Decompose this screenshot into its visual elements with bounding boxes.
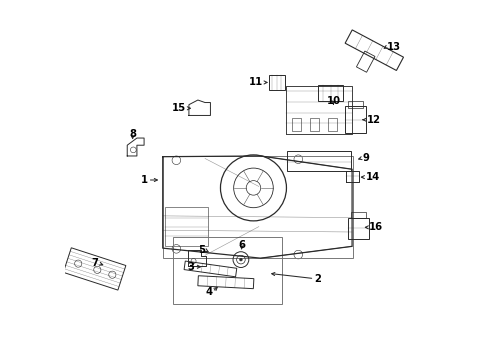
Text: 12: 12 xyxy=(366,115,380,125)
Bar xyxy=(309,118,318,131)
Bar xyxy=(292,118,300,131)
Text: 8: 8 xyxy=(129,129,136,139)
Text: 5: 5 xyxy=(198,245,204,255)
Bar xyxy=(347,102,363,108)
Text: 9: 9 xyxy=(362,153,369,163)
Bar xyxy=(63,248,125,290)
Text: 16: 16 xyxy=(368,222,383,232)
Text: 11: 11 xyxy=(248,77,263,87)
Bar xyxy=(164,207,207,246)
Bar xyxy=(345,30,403,71)
Bar xyxy=(347,218,368,239)
Bar xyxy=(327,118,336,131)
Bar xyxy=(183,261,236,277)
Bar xyxy=(198,276,253,289)
Bar xyxy=(351,212,365,218)
Text: 14: 14 xyxy=(365,172,379,182)
Text: 13: 13 xyxy=(386,42,401,51)
Text: 15: 15 xyxy=(172,103,186,113)
Bar xyxy=(268,75,285,90)
Bar xyxy=(318,85,342,101)
Bar xyxy=(172,237,282,304)
Text: 1: 1 xyxy=(140,175,147,185)
Circle shape xyxy=(239,258,242,261)
Text: 2: 2 xyxy=(314,274,321,284)
Text: 3: 3 xyxy=(187,262,194,272)
Bar xyxy=(286,151,350,171)
Text: 7: 7 xyxy=(91,258,98,268)
Text: 6: 6 xyxy=(238,240,244,250)
Text: 4: 4 xyxy=(204,287,212,297)
Bar xyxy=(345,106,366,133)
Bar xyxy=(163,156,352,258)
Bar xyxy=(356,51,374,72)
Text: 10: 10 xyxy=(326,96,340,106)
